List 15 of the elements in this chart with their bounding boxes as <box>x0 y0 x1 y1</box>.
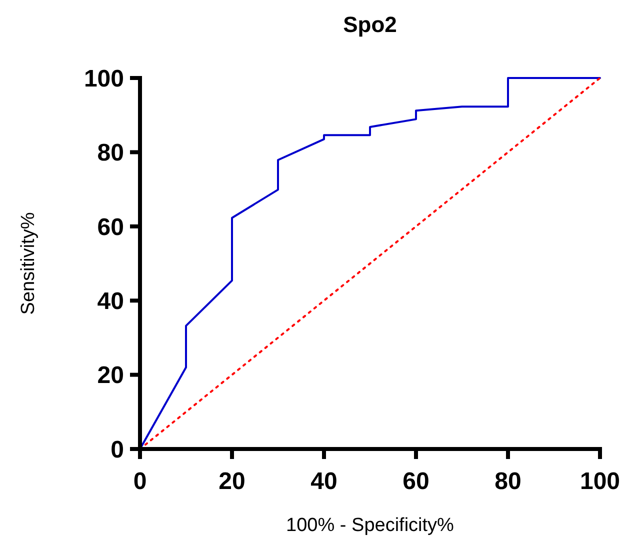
y-tick-label: 60 <box>97 214 124 241</box>
x-tick-label: 0 <box>133 468 147 495</box>
x-axis-title: 100% - Specificity% <box>286 515 454 536</box>
x-tick-label: 20 <box>218 468 246 495</box>
y-tick-label: 100 <box>84 65 124 92</box>
y-tick-label: 80 <box>97 140 124 167</box>
x-tick-label: 40 <box>310 468 338 495</box>
x-tick-label: 60 <box>402 468 430 495</box>
y-tick-label: 0 <box>110 436 124 464</box>
chart-title: Spo2 <box>343 12 397 37</box>
x-tick-label: 100 <box>580 468 620 495</box>
y-tick-label: 20 <box>97 362 124 390</box>
x-tick-label: 80 <box>494 468 522 495</box>
y-tick-label: 40 <box>97 288 124 315</box>
y-axis-title: Sensitivity% <box>18 212 39 315</box>
